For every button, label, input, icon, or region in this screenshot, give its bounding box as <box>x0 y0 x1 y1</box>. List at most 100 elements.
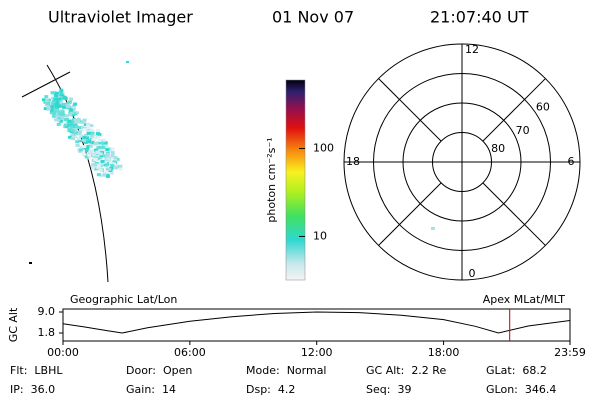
pixel <box>106 174 110 178</box>
pixel <box>76 137 81 141</box>
pixel <box>68 113 73 117</box>
apex-label: Apex MLat/MLT <box>483 293 566 306</box>
pixel <box>46 107 51 111</box>
pixel <box>96 132 100 136</box>
pixel <box>85 136 89 140</box>
pixel <box>86 126 91 130</box>
pixel <box>56 118 61 122</box>
pixel <box>81 149 86 153</box>
pixel <box>57 104 62 108</box>
lat-label: 70 <box>516 124 530 137</box>
lat-ring <box>373 73 551 251</box>
title: Ultraviolet Imager <box>48 8 193 27</box>
pixel <box>100 160 105 163</box>
pixel <box>113 156 118 160</box>
status-value: 346.4 <box>525 383 557 396</box>
x-tick-label: 18:00 <box>428 346 460 359</box>
pixel <box>55 114 60 118</box>
pixel <box>110 154 115 158</box>
diagonal-line <box>482 78 546 142</box>
pixel <box>83 133 88 137</box>
pixel <box>46 105 51 109</box>
pixel <box>99 154 104 158</box>
x-tick-label: 00:00 <box>47 346 79 359</box>
pixel <box>100 139 105 143</box>
pixel <box>107 155 112 159</box>
pixel <box>102 138 107 142</box>
pixel <box>95 150 100 154</box>
pixel <box>90 128 95 132</box>
pixel <box>90 141 95 144</box>
pixel <box>114 166 119 170</box>
pixel <box>73 119 78 122</box>
pixel <box>53 113 58 117</box>
pixel <box>59 88 64 92</box>
pixel <box>115 157 120 161</box>
status-value: Normal <box>287 364 327 377</box>
status-label: GLon: <box>486 383 518 396</box>
lat-ring <box>432 132 492 192</box>
uv-image <box>21 61 435 283</box>
pixel <box>105 148 110 152</box>
pixel <box>94 155 99 159</box>
x-tick-label: 12:00 <box>301 346 333 359</box>
pixel <box>74 131 79 135</box>
pixel <box>98 168 103 172</box>
pixel <box>53 109 58 113</box>
mlt-label: 0 <box>469 267 476 280</box>
pixel <box>92 136 96 140</box>
colorbar-label: photon cm⁻²s⁻¹ <box>265 137 278 222</box>
pixel <box>85 145 90 149</box>
pixel <box>59 117 64 121</box>
pixel <box>66 104 71 108</box>
pixel <box>42 98 46 102</box>
status-value: 39 <box>397 383 411 396</box>
pixel <box>101 145 106 149</box>
pixel <box>54 118 59 122</box>
pixel <box>104 170 109 173</box>
status-value: 4.2 <box>278 383 296 396</box>
pixel <box>118 167 123 171</box>
limb-segment <box>21 71 71 98</box>
earth-limb <box>46 64 109 283</box>
pixel <box>96 164 101 168</box>
pixel <box>87 153 92 157</box>
pixel <box>56 112 61 116</box>
pixel <box>43 107 48 111</box>
pixel <box>67 120 72 123</box>
pixel <box>85 149 89 153</box>
pixel <box>93 142 98 146</box>
pixel <box>110 147 115 151</box>
pixel <box>76 126 81 130</box>
speck <box>29 262 32 264</box>
status-label: GLat: <box>486 364 515 377</box>
pixel <box>58 100 63 103</box>
pixel <box>79 145 84 149</box>
pixel <box>104 144 108 148</box>
pixel <box>74 111 79 115</box>
status-label: Gain: <box>126 383 155 396</box>
pixel <box>50 108 54 112</box>
pixel <box>55 101 60 105</box>
pixel <box>84 140 89 144</box>
pixel <box>93 148 98 152</box>
pixel <box>61 102 66 106</box>
pixel <box>105 153 110 156</box>
status-value: 14 <box>162 383 176 396</box>
speck <box>431 227 435 230</box>
status-label: Door: <box>126 364 156 377</box>
pixel <box>83 123 88 127</box>
pixel <box>86 129 90 133</box>
pixel <box>43 100 48 104</box>
pixel <box>71 133 75 137</box>
pixel <box>89 124 94 128</box>
pixel <box>64 114 69 118</box>
pixel <box>72 128 77 132</box>
pixel <box>72 104 76 108</box>
pixel <box>92 153 96 157</box>
pixel <box>97 145 102 149</box>
pixel <box>71 137 75 141</box>
pixel <box>108 161 113 165</box>
pixel <box>106 157 111 161</box>
